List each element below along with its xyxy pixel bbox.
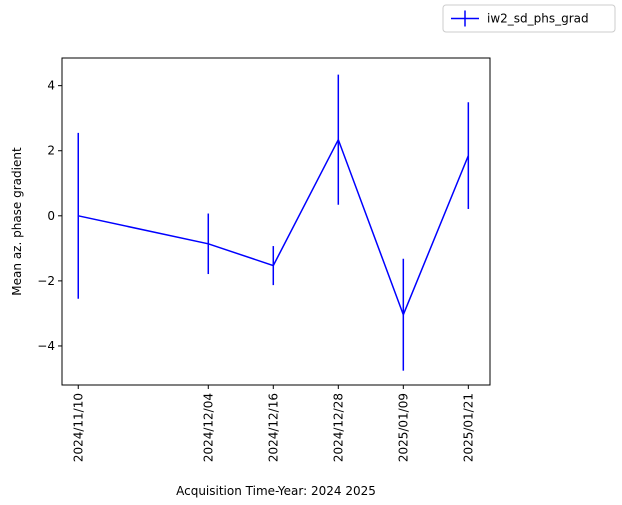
legend-box (442, 4, 616, 33)
legend: iw2_sd_phs_grad (442, 4, 616, 33)
plot-area (61, 57, 491, 386)
x-tick-label: 2025/01/21 (461, 393, 475, 462)
y-tick-label: 2 (47, 144, 55, 158)
y-tick-label: −2 (37, 274, 55, 288)
x-tick-label: 2025/01/09 (396, 393, 410, 462)
x-axis: 2024/11/10 2024/12/04 2024/12/16 2024/12/28… (71, 385, 475, 462)
x-tick-label: 2024/11/10 (71, 393, 85, 462)
series-line-0 (78, 137, 470, 317)
y-axis: −4 −2 0 2 4 (37, 79, 62, 353)
legend-label: iw2_sd_phs_grad (487, 12, 589, 26)
y-axis-label: Mean az. phase gradient (10, 147, 24, 296)
y-tick-label: 4 (47, 79, 55, 93)
x-tick-label: 2024/12/28 (331, 393, 345, 462)
x-tick-label: 2024/12/04 (201, 393, 215, 462)
y-tick-label: 0 (47, 209, 55, 223)
y-tick-label: −4 (37, 339, 55, 353)
x-axis-label: Acquisition Time-Year: 2024 2025 (176, 484, 376, 498)
series-layer (77, 74, 470, 371)
x-tick-label: 2024/12/16 (266, 393, 280, 462)
